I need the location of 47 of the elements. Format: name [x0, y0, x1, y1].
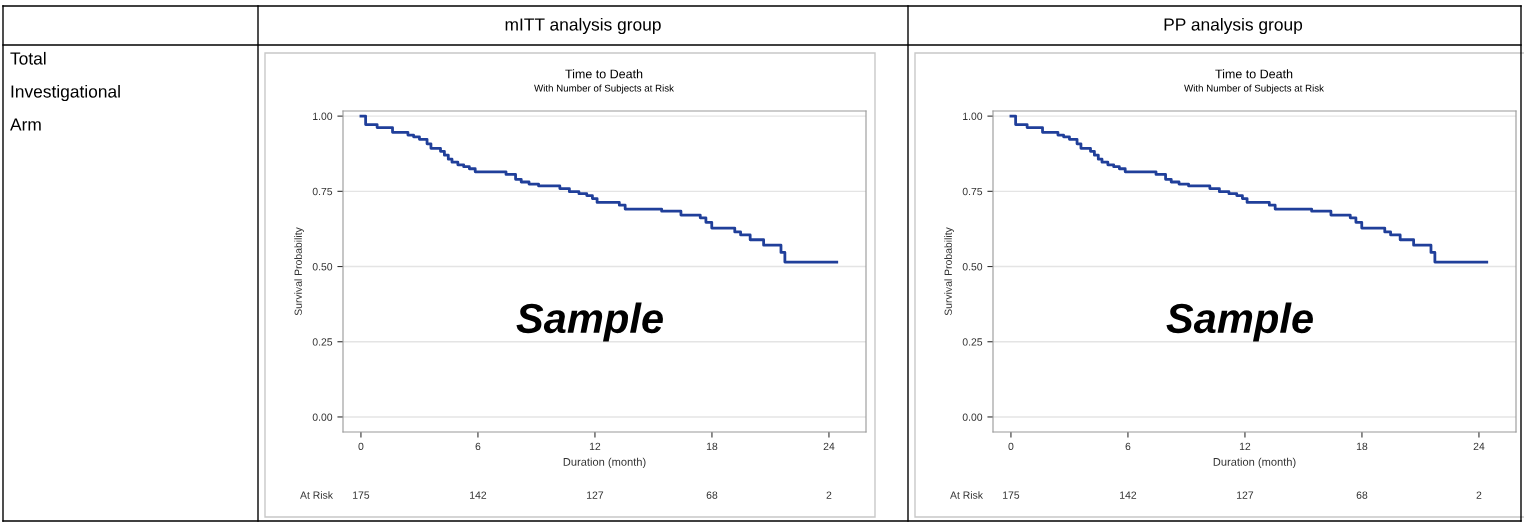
y-tick-label: 1.00	[313, 112, 333, 120]
text: 2	[826, 491, 832, 499]
text: 142	[1120, 491, 1137, 499]
x-tick-label: 24	[823, 442, 835, 450]
text: Investigational	[11, 84, 120, 102]
annotation: Sample	[1166, 302, 1313, 342]
x-tick-label: 0	[1008, 442, 1014, 451]
y-axis-title: Survival Probability	[294, 227, 304, 316]
x-tick-label: 24	[1473, 442, 1485, 450]
y-tick-label: 0.75	[962, 187, 983, 196]
x-tick-label: 18	[706, 442, 718, 451]
y-tick-label: 0.00	[962, 413, 983, 421]
y-tick-label: 1.00	[963, 112, 983, 120]
text: 68	[1356, 491, 1368, 499]
text: 68	[706, 491, 718, 499]
text: 175	[1003, 491, 1020, 499]
chart-subtitle: With Number of Subjects at Risk	[1184, 84, 1324, 94]
y-tick-label: 0.75	[312, 187, 333, 196]
x-tick-label: 12	[1239, 442, 1251, 450]
text: mITT analysis group	[505, 17, 661, 35]
chart-subtitle: With Number of Subjects at Risk	[534, 84, 674, 94]
text: 2	[1476, 491, 1482, 499]
x-tick-label: 12	[589, 442, 601, 450]
text: Total	[10, 51, 46, 65]
text: Arm	[10, 118, 41, 131]
text: At Risk	[950, 491, 984, 499]
text: 127	[1237, 491, 1254, 499]
chart-title: Time to Death	[1215, 69, 1293, 79]
text: At Risk	[300, 491, 334, 499]
text: PP analysis group	[1164, 17, 1303, 35]
annotation: Sample	[516, 302, 663, 342]
text: 175	[353, 491, 370, 499]
text: 142	[470, 491, 487, 499]
y-tick-label: 0.50	[312, 263, 333, 271]
text: 127	[587, 491, 604, 499]
x-tick-label: 6	[475, 442, 481, 451]
x-axis-title: Duration (month)	[1213, 457, 1296, 469]
y-axis-title: Survival Probability	[944, 227, 954, 316]
y-tick-label: 0.50	[962, 263, 983, 271]
y-tick-label: 0.25	[312, 338, 333, 346]
y-tick-label: 0.00	[312, 413, 333, 421]
x-tick-label: 0	[358, 442, 364, 451]
chart-title: Time to Death	[565, 69, 643, 79]
x-axis-title: Duration (month)	[563, 457, 646, 469]
x-tick-label: 18	[1356, 442, 1368, 451]
x-tick-label: 6	[1125, 442, 1131, 451]
y-tick-label: 0.25	[962, 338, 983, 346]
